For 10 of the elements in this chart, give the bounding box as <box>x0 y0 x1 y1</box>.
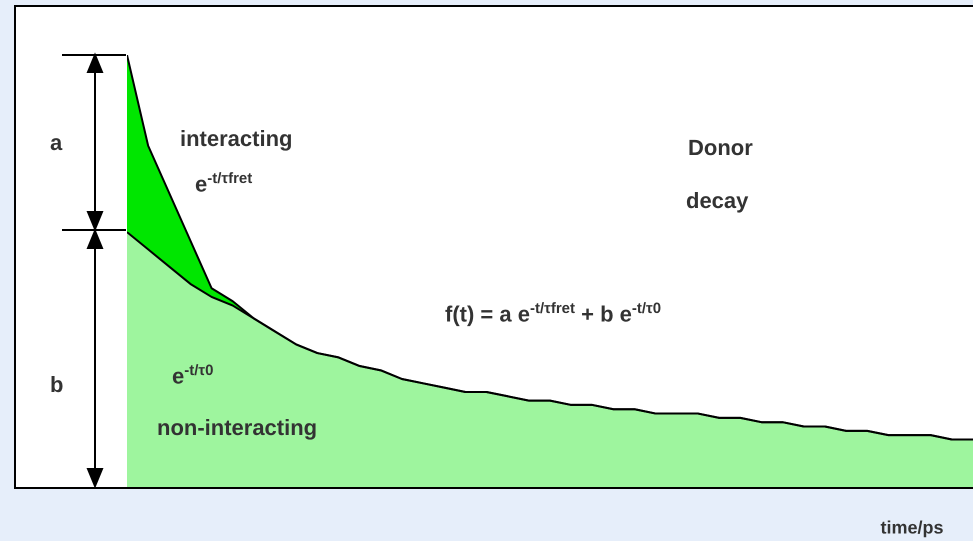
text: b <box>50 372 64 398</box>
annotation: interacting <box>180 126 292 152</box>
x-axis-title: time/ps <box>880 518 944 538</box>
annotation: e$^{-t/τ0}$ <box>172 362 214 390</box>
annotation: f(t) = a e$^{-t/τfret}$ + b e$^{-t/τ0}$ <box>445 300 662 328</box>
annotation: Donor <box>688 135 753 161</box>
annotation: e$^{-t/τfret}$ <box>195 170 252 198</box>
annotation: non-interacting <box>157 415 318 441</box>
text: a <box>50 130 62 156</box>
annotation: decay <box>686 188 748 214</box>
